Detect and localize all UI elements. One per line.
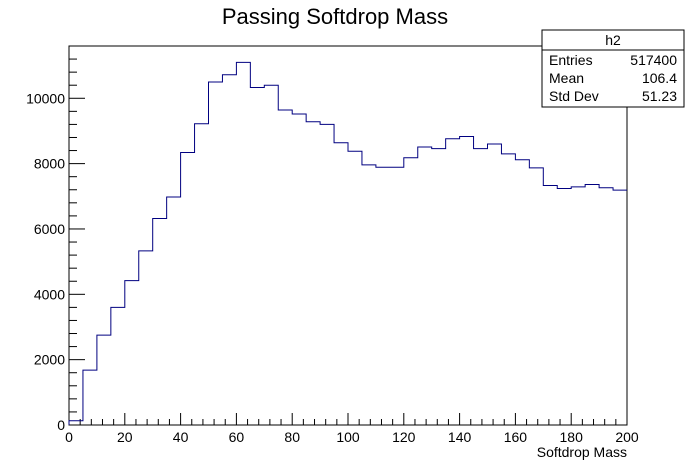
- stats-mean-label: Mean: [549, 70, 584, 86]
- chart-title: Passing Softdrop Mass: [222, 4, 448, 29]
- y-tick-labels: 0 2000 4000 6000 8000 10000: [26, 90, 65, 433]
- stats-box-title: h2: [605, 32, 621, 48]
- y-tick-label: 4000: [34, 286, 65, 302]
- x-tick-label: 40: [173, 429, 189, 445]
- x-tick-labels: 0 20 40 60 80 100 120 140 160 180 200: [65, 429, 639, 445]
- stats-entries-value: 517400: [630, 52, 677, 68]
- x-tick-label: 200: [615, 429, 639, 445]
- stats-stddev-label: Std Dev: [549, 88, 599, 104]
- y-tick-label: 6000: [34, 221, 65, 237]
- x-tick-label: 20: [117, 429, 133, 445]
- axis-ticks: [68, 45, 628, 426]
- stats-mean-value: 106.4: [642, 70, 677, 86]
- x-tick-label: 60: [229, 429, 245, 445]
- y-tick-label: 2000: [34, 352, 65, 368]
- x-tick-label: 160: [504, 429, 528, 445]
- x-tick-label: 180: [560, 429, 584, 445]
- x-tick-label: 140: [448, 429, 472, 445]
- x-tick-label: 0: [65, 429, 73, 445]
- stats-entries-label: Entries: [549, 52, 593, 68]
- stats-box-frame: [541, 29, 685, 108]
- y-tick-label: 8000: [34, 156, 65, 172]
- histogram-series-line: [68, 61, 627, 425]
- stats-stddev-value: 51.23: [642, 88, 677, 104]
- y-tick-label: 10000: [26, 90, 65, 106]
- x-tick-label: 120: [392, 429, 416, 445]
- x-axis-title: Softdrop Mass: [537, 444, 627, 460]
- y-tick-label: 0: [57, 417, 65, 433]
- x-tick-label: 80: [284, 429, 300, 445]
- x-tick-label: 100: [336, 429, 360, 445]
- stats-box: h2 Entries 517400 Mean 106.4 Std Dev 51.…: [541, 29, 685, 108]
